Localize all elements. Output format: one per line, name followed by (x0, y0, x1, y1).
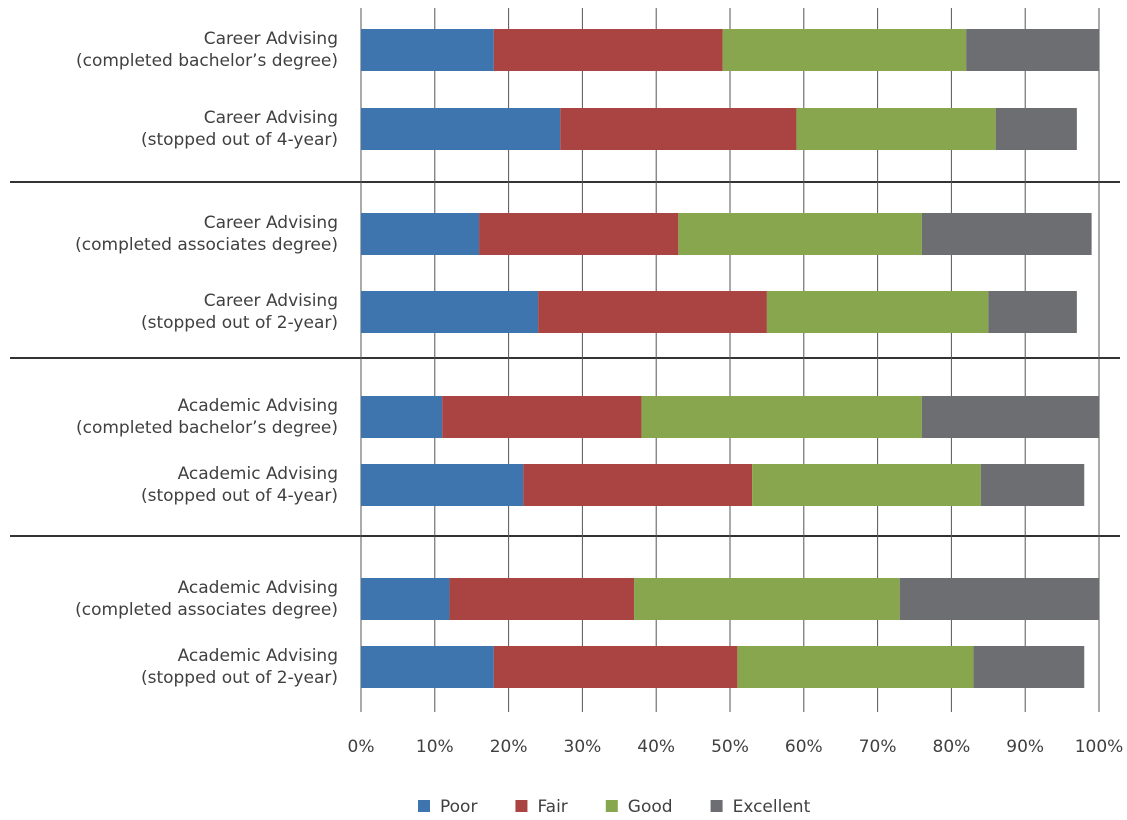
bar-segment (921, 213, 1092, 255)
bar-segment (988, 291, 1077, 333)
bar-segment (737, 646, 974, 688)
bar-segment (634, 578, 900, 620)
legend-label: Fair (537, 797, 567, 817)
bar-segment (361, 291, 539, 333)
x-tick-label: 70% (859, 737, 897, 757)
bar-segment (752, 464, 981, 506)
bar-segment (361, 108, 561, 150)
legend-label: Good (628, 797, 673, 817)
bar-segment (899, 578, 1099, 620)
x-tick-label: 80% (933, 737, 971, 757)
y-tick-label: Academic Advising (completed bachelor’s … (75, 396, 338, 438)
x-tick-label: 50% (711, 737, 749, 757)
legend-swatch (515, 800, 528, 812)
bar-segment (442, 396, 642, 438)
bar-segment (980, 464, 1085, 506)
legend-swatch (418, 800, 430, 812)
bar-segment (538, 291, 767, 333)
legend-swatch (710, 800, 723, 812)
bar-segment (641, 396, 922, 438)
x-tick-label: 20% (490, 737, 528, 757)
x-tick-label: 30% (564, 737, 602, 757)
bar-segment (560, 108, 797, 150)
y-tick-label: Academic Advising (completed associates … (75, 578, 338, 620)
bar-segment (995, 108, 1077, 150)
x-tick-label: 100% (1075, 737, 1124, 757)
bar-segment (493, 646, 738, 688)
bar-segment (361, 464, 524, 506)
bar-segment (361, 578, 450, 620)
y-tick-label: Academic Advising (stopped out of 4-year… (140, 464, 338, 506)
bar-segment (449, 578, 635, 620)
bar-segment (361, 646, 494, 688)
bar-segment (678, 213, 922, 255)
bar-segment (523, 464, 753, 506)
x-tick-label: 0% (348, 737, 375, 757)
bar-segment (796, 108, 996, 150)
bar-segment (966, 29, 1099, 71)
x-tick-label: 10% (416, 737, 454, 757)
bar-segment (361, 213, 480, 255)
bar-segment (766, 291, 989, 333)
y-tick-label: Career Advising (completed associates de… (75, 213, 338, 255)
bar-segment (921, 396, 1099, 438)
y-tick-label: Academic Advising (stopped out of 2-year… (140, 646, 338, 688)
y-tick-label: Career Advising (completed bachelor’s de… (75, 29, 338, 71)
legend-label: Poor (440, 797, 477, 817)
bar-segment (722, 29, 967, 71)
y-tick-label: Career Advising (stopped out of 2-year) (140, 291, 338, 333)
x-tick-label: 40% (637, 737, 675, 757)
y-tick-label: Career Advising (stopped out of 4-year) (140, 108, 338, 150)
x-tick-label: 90% (1006, 737, 1044, 757)
bar-segment (361, 396, 443, 438)
bar-segment (493, 29, 723, 71)
x-tick-label: 60% (785, 737, 823, 757)
bar-segment (479, 213, 679, 255)
bar-segment (973, 646, 1085, 688)
legend-label: Excellent (733, 797, 811, 817)
bar-segment (361, 29, 494, 71)
legend-swatch (605, 800, 618, 812)
